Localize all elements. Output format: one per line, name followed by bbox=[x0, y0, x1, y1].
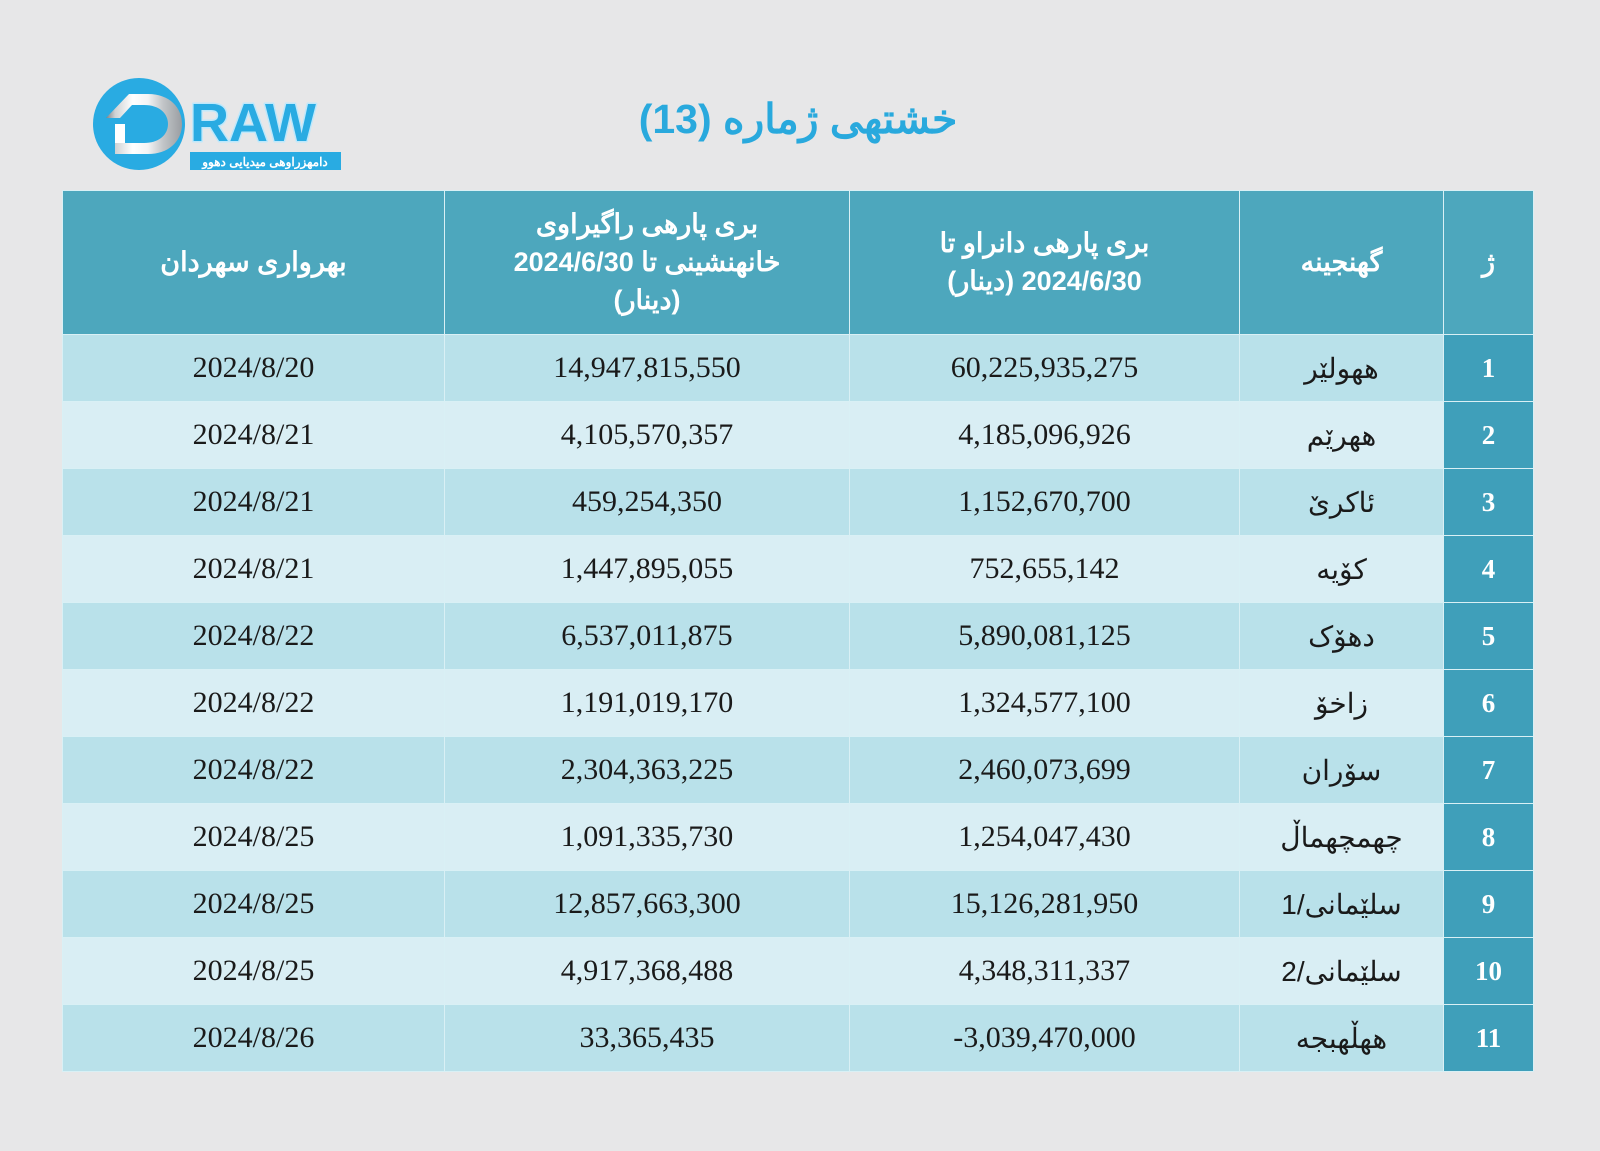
svg-text:RAW: RAW bbox=[190, 93, 316, 153]
svg-text:دامهزراوهی میدیایی دهوو: دامهزراوهی میدیایی دهوو bbox=[201, 155, 328, 170]
